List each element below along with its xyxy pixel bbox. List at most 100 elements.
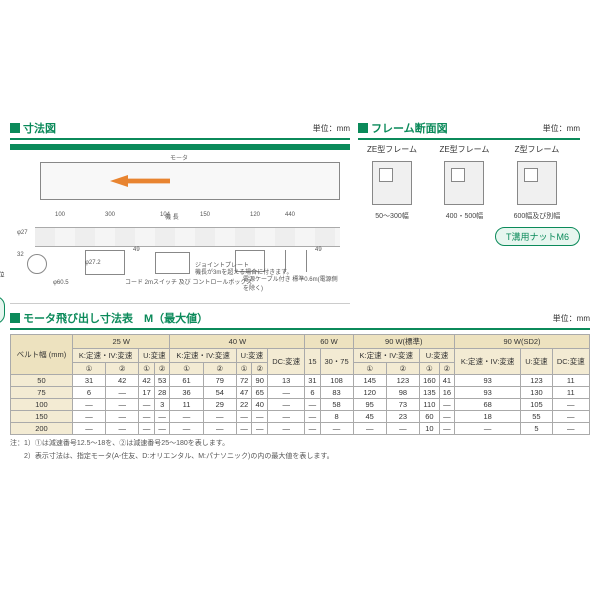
grp-90ws: 90 W(標準) — [353, 335, 454, 349]
conveyor-side-view — [40, 162, 340, 200]
cell: — — [268, 399, 305, 411]
cell: 29 — [203, 399, 236, 411]
dimension-drawing: モータ 100 300 104 150 120 440 機 長 — [10, 144, 350, 304]
len-label: 機 長 — [165, 212, 179, 221]
motor-dimension-table: ベルト幅 (mm) 25 W 40 W 60 W 90 W(標準) 90 W(S… — [10, 334, 590, 435]
cell: 31 — [72, 375, 105, 387]
cell: 98 — [386, 387, 419, 399]
cell: — — [305, 399, 320, 411]
cell: 18 — [454, 411, 520, 423]
cell: — — [386, 423, 419, 435]
cell: — — [320, 423, 353, 435]
cell: — — [139, 411, 155, 423]
col-belt: ベルト幅 (mm) — [11, 335, 73, 375]
c5: ① — [170, 363, 203, 375]
frame-2: ZE型フレーム 400・500幅 — [430, 144, 498, 221]
cell: — — [72, 399, 105, 411]
cell: — — [72, 423, 105, 435]
cell: 60 — [419, 411, 439, 423]
grp-40w: 40 W — [170, 335, 305, 349]
c8: ② — [252, 363, 268, 375]
sub-60-15: 15 — [305, 349, 320, 375]
grp-25w: 25 W — [72, 335, 170, 349]
frame1-width: 50～300幅 — [358, 211, 426, 221]
cell: 41 — [439, 375, 454, 387]
dim-605: φ60.5 — [53, 280, 69, 286]
table-row: 756—172836544765—68312098135169313011 — [11, 387, 590, 399]
frame-panel: フレーム断面図 単位：mm ZE型フレーム 50～300幅 ZE型フレーム 40… — [358, 120, 580, 304]
c7: ① — [236, 363, 252, 375]
cell: 135 — [419, 387, 439, 399]
cell: 17 — [139, 387, 155, 399]
cell: 3 — [154, 399, 170, 411]
sub-90sd-kiv: K:定速・IV:変速 — [454, 349, 520, 375]
cell: 53 — [154, 375, 170, 387]
note-switch: スイッチ 及び コントロールボックス — [153, 277, 252, 286]
cell: 83 — [320, 387, 353, 399]
frame-title: フレーム断面図 — [371, 120, 543, 136]
frame2-name: ZE型フレーム — [430, 144, 498, 155]
cell: 6 — [305, 387, 320, 399]
frame3-name: Z型フレーム — [503, 144, 571, 155]
dim-150: 150 — [200, 212, 210, 218]
frame1-name: ZE型フレーム — [358, 144, 426, 155]
controlbox-shape — [155, 252, 190, 274]
cell: — — [106, 423, 139, 435]
grp-90wsd: 90 W(SD2) — [454, 335, 589, 349]
cell: — — [154, 411, 170, 423]
cell: 72 — [236, 375, 252, 387]
cell: 93 — [454, 375, 520, 387]
note-2: 2）表示寸法は、指定モータ(A-住友、D:オリエンタル、M:パナソニック)の内の… — [10, 452, 590, 461]
cell: 11 — [552, 375, 589, 387]
cell: 58 — [320, 399, 353, 411]
c10: ② — [386, 363, 419, 375]
dim-32: 32 — [17, 252, 24, 258]
motor-table-unit: 単位：mm — [553, 313, 590, 324]
cell: 68 — [454, 399, 520, 411]
cell: 73 — [386, 399, 419, 411]
sub-25-u: U:変速 — [139, 349, 170, 363]
cell: 40 — [252, 399, 268, 411]
frame-3: Z型フレーム 600幅及び別幅 — [503, 144, 571, 221]
frame-1: ZE型フレーム 50～300幅 — [358, 144, 426, 221]
row-width: 50 — [11, 375, 73, 387]
frame2-width: 400・500幅 — [430, 211, 498, 221]
side-diagram: 70 ベルト幅変更用穴位置 原動部スライド可能 — [0, 230, 5, 324]
c9: ① — [353, 363, 386, 375]
cell: 47 — [236, 387, 252, 399]
sub-40-kiv: K:定速・IV:変速 — [170, 349, 236, 363]
cell: 61 — [170, 375, 203, 387]
cell: 93 — [454, 387, 520, 399]
cell: 55 — [521, 411, 552, 423]
cell: 95 — [353, 399, 386, 411]
cell: — — [305, 423, 320, 435]
cell: — — [236, 423, 252, 435]
square-icon — [10, 313, 20, 323]
cell: 8 — [320, 411, 353, 423]
pulley-circle — [27, 254, 47, 274]
cell: 28 — [154, 387, 170, 399]
table-row: 150——————————8452360—1855— — [11, 411, 590, 423]
c1: ① — [72, 363, 105, 375]
cell: — — [170, 423, 203, 435]
dimension-header: 寸法図 単位：mm — [10, 120, 350, 140]
side-dim-70: 70 — [0, 230, 5, 236]
cell: 45 — [353, 411, 386, 423]
cell: 11 — [170, 399, 203, 411]
c11: ① — [419, 363, 439, 375]
cell: 6 — [72, 387, 105, 399]
dim-440: 440 — [285, 212, 295, 218]
nut-badge: T溝用ナットM6 — [495, 227, 580, 246]
cell: — — [252, 423, 268, 435]
cell: 145 — [353, 375, 386, 387]
plan-view: 100 300 104 150 120 440 機 長 φ27 32 φ60.5 — [25, 212, 340, 302]
cell: 130 — [521, 387, 552, 399]
slide-badge: 原動部スライド可能 — [0, 296, 5, 324]
frame-drawings: ZE型フレーム 50～300幅 ZE型フレーム 400・500幅 Z型フレーム … — [358, 144, 580, 304]
motor-table-title: モータ飛び出し寸法表 M（最大値） — [23, 310, 553, 326]
dim-49b: 49 — [315, 247, 322, 253]
dimension-title: 寸法図 — [23, 120, 313, 136]
cell: — — [170, 411, 203, 423]
cell: 105 — [521, 399, 552, 411]
frame3-profile — [517, 161, 557, 205]
